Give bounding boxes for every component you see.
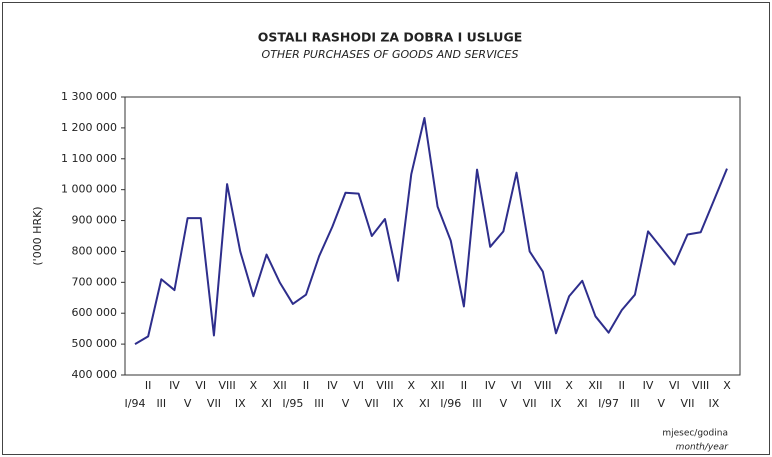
x-tick-label: III — [630, 397, 640, 410]
x-tick-label: VIII — [376, 379, 393, 392]
x-tick-label: VI — [353, 379, 364, 392]
x-tick-label: IV — [169, 379, 180, 392]
x-axis-label-en: month/year — [676, 443, 730, 453]
x-tick-label: I/96 — [440, 397, 461, 410]
y-tick-label: 1 300 000 — [61, 90, 117, 103]
x-tick-label: IX — [235, 397, 246, 410]
y-tick-label: 1 200 000 — [61, 121, 117, 134]
x-tick-label: IX — [393, 397, 404, 410]
x-tick-label: VIII — [218, 379, 235, 392]
x-tick-label: I/97 — [598, 397, 619, 410]
x-tick-label: IX — [551, 397, 562, 410]
x-tick-label: X — [565, 379, 573, 392]
x-tick-label: VIII — [692, 379, 709, 392]
x-tick-label: V — [500, 397, 508, 410]
x-tick-label: VII — [523, 397, 537, 410]
y-axis-label: ('000 HRK) — [31, 206, 44, 265]
x-tick-label: V — [342, 397, 350, 410]
y-tick-label: 900 000 — [72, 214, 118, 227]
x-tick-label: X — [407, 379, 415, 392]
y-tick-label: 800 000 — [72, 244, 118, 257]
y-tick-label: 600 000 — [72, 306, 118, 319]
x-tick-label: II — [145, 379, 152, 392]
x-tick-label: XI — [419, 397, 430, 410]
x-tick-label: VI — [195, 379, 206, 392]
chart-title: OSTALI RASHODI ZA DOBRA I USLUGE — [258, 30, 523, 45]
y-tick-label: 1 000 000 — [61, 183, 117, 196]
x-tick-label: III — [156, 397, 166, 410]
data-line — [134, 117, 728, 345]
y-tick-label: 700 000 — [72, 275, 118, 288]
x-tick-label: II — [461, 379, 468, 392]
y-tick-label: 1 100 000 — [61, 152, 117, 165]
x-tick-label: XII — [588, 379, 602, 392]
x-tick-label: I/95 — [282, 397, 303, 410]
x-tick-label: XII — [431, 379, 445, 392]
x-tick-label: IV — [485, 379, 496, 392]
x-tick-label: VI — [511, 379, 522, 392]
y-tick-label: 500 000 — [72, 337, 118, 350]
x-tick-label: VIII — [534, 379, 551, 392]
x-tick-label: X — [723, 379, 731, 392]
x-tick-label: V — [657, 397, 665, 410]
x-tick-label: X — [250, 379, 258, 392]
x-tick-label: III — [314, 397, 324, 410]
x-tick-label: IV — [643, 379, 654, 392]
x-tick-label: XI — [577, 397, 588, 410]
x-tick-label: IX — [708, 397, 719, 410]
x-tick-label: VII — [365, 397, 379, 410]
x-tick-label: IV — [327, 379, 338, 392]
plot-area — [124, 96, 741, 376]
x-tick-label: II — [619, 379, 626, 392]
y-tick-label: 400 000 — [72, 368, 118, 381]
chart-subtitle: OTHER PURCHASES OF GOODS AND SERVICES — [262, 48, 519, 61]
x-tick-label: VII — [681, 397, 695, 410]
x-tick-label: V — [184, 397, 192, 410]
x-tick-label: VI — [669, 379, 680, 392]
x-tick-label: III — [472, 397, 482, 410]
x-tick-label: II — [303, 379, 310, 392]
x-tick-label: I/94 — [125, 397, 146, 410]
x-tick-label: XI — [261, 397, 272, 410]
x-tick-label: VII — [207, 397, 221, 410]
x-axis-label: mjesec/godina — [662, 429, 728, 439]
x-tick-label: XII — [273, 379, 287, 392]
